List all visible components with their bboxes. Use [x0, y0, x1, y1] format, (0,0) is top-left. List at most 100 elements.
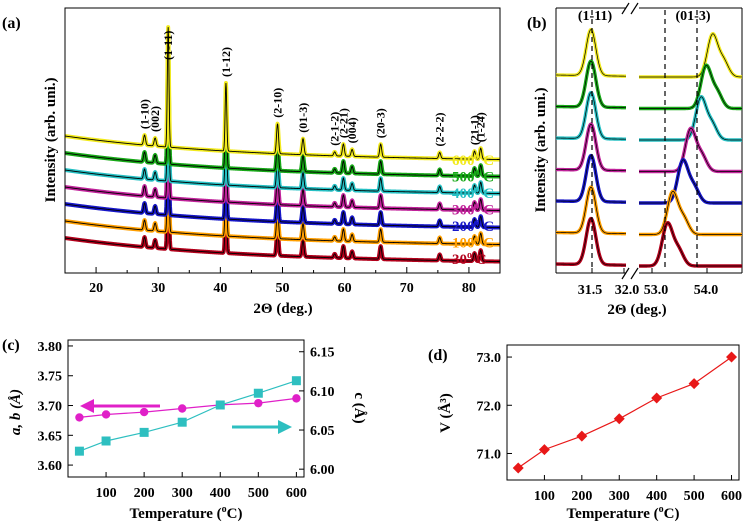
xtick-label: 600	[286, 486, 307, 501]
xrd-fit-30c	[64, 129, 500, 262]
point-c	[177, 417, 187, 427]
xtick-label: 200	[571, 489, 592, 504]
peak-label: (1-10)	[138, 99, 152, 129]
zoom-fit-left	[555, 60, 627, 109]
legend-entry: 100o C	[452, 234, 494, 252]
xtick-label: 300	[172, 486, 193, 501]
peak-label: (21-1)	[468, 115, 482, 145]
panel-a: (a) (1-10)(002)(1-11)(1-12)(2-10) (01-3)(…	[2, 7, 502, 317]
panel-a-peak-labels: (1-10)(002) (1-11) (1-12) (2-10) (01-3) (2-1-…	[138, 31, 488, 147]
volume-point	[613, 413, 625, 425]
point-ab	[177, 404, 187, 413]
legend-entry: 300o C	[452, 201, 494, 219]
xtick-label: 500	[248, 486, 269, 501]
panel-d-label: (d)	[428, 347, 448, 364]
volume-point	[726, 351, 738, 363]
point-c	[291, 376, 301, 386]
xtick-label: 500	[684, 489, 705, 504]
ytick-right-label: 6.10	[310, 385, 335, 400]
panel-a-curves	[63, 25, 502, 264]
peak-label: (004)	[345, 117, 359, 143]
zoom-fit-left	[555, 155, 627, 203]
xtick-label: 40	[213, 281, 227, 296]
panel-b: (b) (1-11) (01-3) 31.5 32.0 53.0 54.0 2Θ…	[527, 2, 743, 318]
panel-c-xlabel: Temperature (oC)	[130, 504, 243, 522]
zoom-curve-right	[639, 157, 742, 205]
panel-d-xlabel: Temperature (oC)	[567, 504, 680, 522]
panel-a-xlabel: 2Θ (deg.)	[253, 301, 312, 317]
zoom-fit-right	[639, 96, 742, 141]
xtick-label: 100	[534, 489, 555, 504]
panel-d-ticks: 100 200 300 400 500 600 71.0 72.0 73.0	[477, 351, 743, 504]
peak-label: (1-24)	[474, 112, 488, 142]
point-ab	[101, 410, 111, 419]
legend-entry: 400o C	[452, 184, 494, 202]
panel-b-xlabel: 2Θ (deg.)	[607, 302, 666, 318]
panel-b-tick-label: 32.0	[615, 283, 640, 298]
panel-d-marks	[512, 351, 738, 474]
peak-label: (002)	[148, 106, 162, 132]
zoom-fit-left	[555, 92, 627, 140]
ytick-left-label: 3.60	[38, 459, 63, 474]
panel-b-label: (b)	[527, 15, 547, 32]
panel-b-left-title: (1-11)	[578, 9, 613, 24]
point-c	[139, 427, 149, 437]
xtick-label: 100	[96, 486, 117, 501]
zoom-curve-right	[639, 31, 743, 79]
ytick-left-label: 3.70	[38, 400, 63, 415]
ytick-right-label: 6.15	[310, 346, 335, 361]
peak-label: (01-3)	[296, 103, 310, 133]
zoom-curve-left	[555, 185, 627, 236]
axis-break-bottom	[621, 267, 639, 280]
volume-line	[517, 356, 732, 469]
volume-point	[651, 392, 663, 404]
panel-b-tick-label: 54.0	[694, 283, 719, 298]
xtick-label: 50	[276, 281, 290, 296]
point-ab	[75, 413, 84, 422]
xrd-fit-400c	[64, 61, 500, 194]
xrd-fit-100c	[64, 112, 500, 245]
panel-b-tick-label: 53.0	[644, 283, 669, 298]
zoom-fit-left	[555, 123, 627, 172]
zoom-fit-right	[639, 159, 742, 204]
panel-c-right-arrow	[232, 420, 292, 434]
peak-label: (1-12)	[219, 47, 233, 77]
ytick-label: 73.0	[477, 351, 502, 366]
panel-c: (c) 100 200 300 400 500 600 3.60 3.65 3.70 3.75 3.…	[2, 337, 367, 522]
point-c	[101, 436, 111, 446]
panel-d-ylabel: V (Å³)	[438, 393, 454, 433]
xrd-fit-500c	[64, 44, 500, 177]
xtick-label: 600	[721, 489, 742, 504]
ytick-label: 71.0	[477, 447, 502, 462]
panel-c-marks	[74, 376, 301, 456]
xrd-fit-200c	[64, 95, 500, 228]
xtick-label: 300	[609, 489, 630, 504]
panel-c-frame	[67, 339, 305, 478]
xrd-fit-300c	[64, 78, 500, 211]
volume-point	[576, 430, 588, 442]
zoom-fit-left	[555, 29, 627, 77]
xrd-fit-600c	[64, 27, 500, 160]
zoom-curve-left	[555, 153, 627, 204]
ytick-right-label: 6.00	[310, 463, 335, 478]
panel-b-right-title: (01-3)	[676, 9, 711, 24]
zoom-fit-left	[555, 218, 627, 266]
zoom-fit-right	[639, 64, 742, 109]
panel-c-ticks: 100 200 300 400 500 600 3.60 3.65 3.70 3.75 3.80 6.…	[38, 340, 335, 501]
panel-a-xticks: 20 30 40 50 60 70 80	[64, 267, 501, 296]
panel-a-ylabel: Intensity (arb. uni.)	[43, 77, 59, 202]
zoom-fit-right	[639, 33, 743, 78]
panel-b-curves	[555, 27, 743, 268]
ytick-right-label: 6.05	[310, 424, 335, 439]
panel-a-label: (a)	[2, 15, 21, 32]
peak-label: (2-2-2)	[433, 113, 447, 147]
volume-point	[538, 444, 550, 456]
panel-d-frame	[506, 344, 740, 481]
ytick-label: 72.0	[477, 399, 502, 414]
zoom-curve-left	[555, 90, 627, 141]
xtick-label: 400	[646, 489, 667, 504]
zoom-curve-right	[639, 63, 742, 111]
zoom-curve-left	[555, 27, 627, 78]
series-line-ab	[79, 397, 297, 418]
